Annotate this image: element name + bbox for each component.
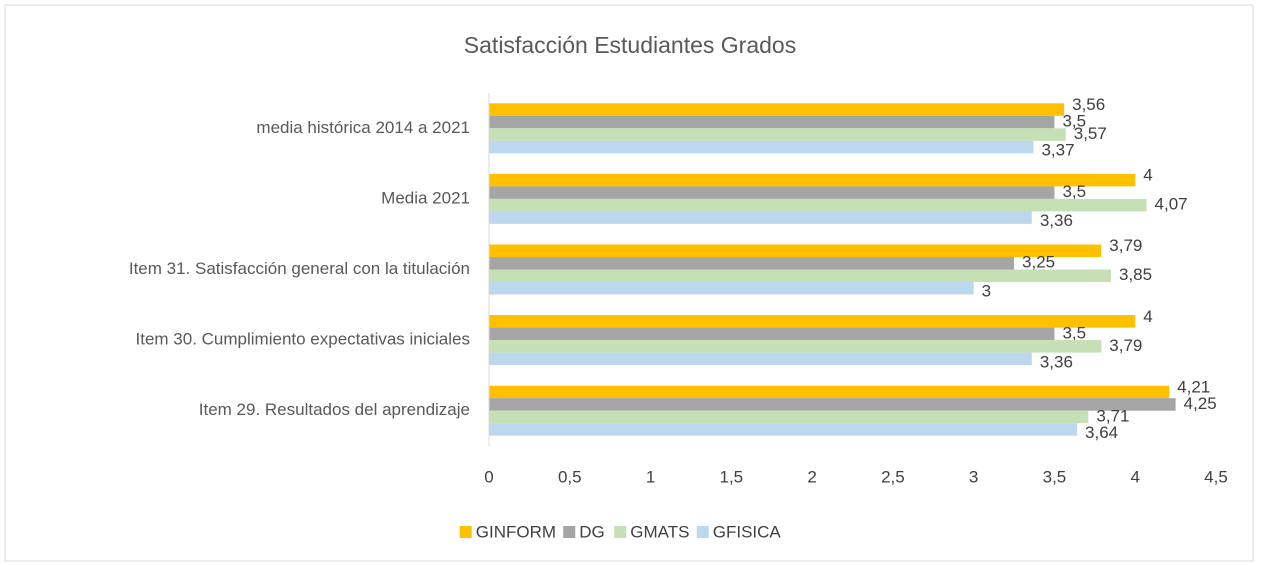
bar [489,352,1032,366]
category-label: Item 29. Resultados del aprendizaje [199,400,470,419]
x-tick-label: 4,5 [1204,467,1228,486]
x-tick-label: 0 [484,467,493,486]
bar [489,327,1055,341]
bar [489,340,1102,353]
legend-label: GFISICA [713,522,782,541]
value-label: 4,21 [1177,377,1210,396]
value-label: 4 [1143,166,1152,185]
bar [489,398,1176,411]
legend-swatch [614,526,627,538]
x-tick-label: 4 [1130,467,1139,486]
category-label: media histórica 2014 a 2021 [256,118,470,137]
bar [489,198,1147,212]
bar [489,103,1065,116]
value-label: 3,79 [1109,236,1142,255]
bar [489,115,1055,129]
legend-swatch [563,526,576,538]
bar [489,244,1102,257]
x-tick-label: 3 [969,467,978,486]
bar [489,173,1136,187]
value-label: 3 [982,282,991,301]
x-tick-label: 1,5 [720,467,744,486]
bar [489,315,1136,328]
bar [489,211,1032,224]
value-label: 4 [1143,307,1152,326]
legend-swatch [459,526,472,538]
value-label: 3,64 [1085,423,1118,442]
category-label: Item 30. Cumplimiento expectativas inici… [136,330,470,349]
value-label: 3,57 [1074,124,1107,143]
legend-label: GINFORM [476,522,556,541]
category-label: Item 31. Satisfacción general con la tit… [129,259,470,278]
bar [489,423,1078,436]
value-label: 4,07 [1155,195,1188,214]
chart-title: Satisfacción Estudiantes Grados [464,32,796,58]
bar [489,282,974,295]
x-tick-label: 2 [807,467,816,486]
bar [489,128,1066,141]
category-label: Media 2021 [381,188,470,207]
legend-label: DG [579,522,605,541]
legend-label: GMATS [630,522,689,541]
value-label: 3,36 [1040,352,1073,371]
legend-swatch [696,526,709,538]
value-label: 3,5 [1062,323,1086,342]
value-label: 3,5 [1062,112,1086,131]
bar [489,257,1015,270]
x-tick-label: 2,5 [881,467,905,486]
value-label: 3,5 [1062,182,1086,201]
value-label: 3,25 [1022,253,1055,272]
bar [489,269,1111,282]
value-label: 3,71 [1096,406,1129,425]
value-label: 4,25 [1184,394,1217,413]
value-label: 3,79 [1109,336,1142,355]
value-label: 3,36 [1040,211,1073,230]
value-label: 3,37 [1041,141,1074,160]
value-label: 3,56 [1072,95,1105,114]
value-label: 3,85 [1119,265,1152,284]
bar [489,410,1089,424]
x-tick-label: 3,5 [1043,467,1067,486]
x-tick-label: 1 [646,467,655,486]
bar [489,140,1034,154]
x-tick-label: 0,5 [558,467,582,486]
bar [489,385,1170,399]
bar [489,186,1055,199]
